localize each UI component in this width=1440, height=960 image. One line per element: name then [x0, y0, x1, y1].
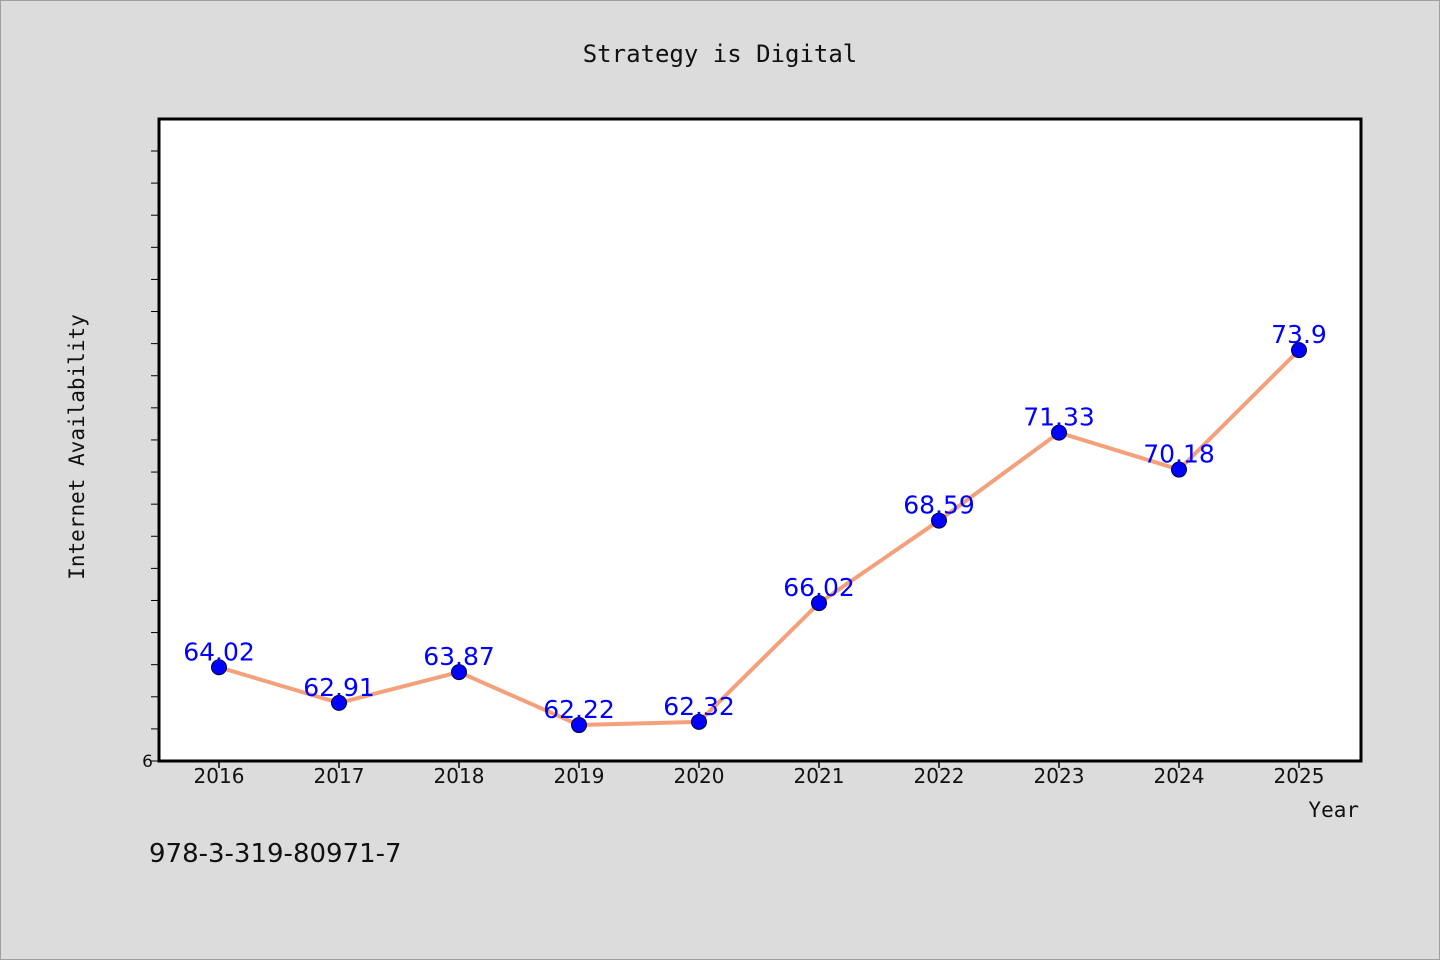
chart-title: Strategy is Digital	[583, 40, 858, 68]
data-label: 62.22	[543, 695, 615, 724]
data-point-marker	[1171, 461, 1187, 478]
data-label: 73.9	[1271, 320, 1327, 349]
x-axis: 2016 2017 2018 2019 2020 2021 2022 2023 2024 2025	[194, 761, 1325, 788]
data-point-marker	[211, 659, 227, 676]
x-tick-label: 2020	[674, 764, 725, 788]
data-point-marker	[1051, 424, 1067, 441]
series-line	[217, 348, 1301, 728]
data-label: 70.18	[1143, 440, 1215, 469]
x-tick-label: 2025	[1274, 764, 1325, 788]
data-point-marker	[331, 694, 347, 711]
data-point-marker	[931, 512, 947, 529]
data-label: 68.59	[903, 491, 975, 520]
data-label-group: 64.02 62.91 63.87 62.22 62.32 66.02 68.59 71.33…	[183, 320, 1327, 724]
data-label: 62.91	[303, 673, 375, 702]
x-axis-label: Year	[1308, 798, 1359, 822]
data-label: 64.02	[183, 637, 255, 666]
series-line-group	[211, 342, 1307, 734]
data-label: 62.32	[663, 692, 735, 721]
data-label: 66.02	[783, 573, 855, 602]
data-label: 63.87	[423, 642, 495, 671]
x-tick-label: 2019	[554, 764, 605, 788]
y-tick-label: 6	[142, 752, 153, 772]
x-tick-label: 2016	[194, 764, 245, 788]
footer-isbn: 978-3-319-80971-7	[149, 839, 402, 869]
data-point-marker	[811, 595, 827, 612]
plot-area	[157, 117, 1363, 763]
y-axis-ticks	[151, 150, 159, 762]
x-tick-label: 2024	[1154, 764, 1205, 788]
x-tick-label: 2023	[1034, 764, 1085, 788]
x-tick-label: 2021	[794, 764, 845, 788]
data-point-marker	[1291, 342, 1307, 359]
data-point-marker	[691, 713, 707, 730]
y-axis-label: Internet Availability	[65, 314, 89, 580]
x-tick-label: 2017	[314, 764, 365, 788]
x-tick-label: 2018	[434, 764, 485, 788]
data-point-marker	[571, 717, 587, 734]
x-tick-label: 2022	[914, 764, 965, 788]
data-point-marker	[451, 664, 467, 681]
data-label: 71.33	[1023, 403, 1095, 432]
